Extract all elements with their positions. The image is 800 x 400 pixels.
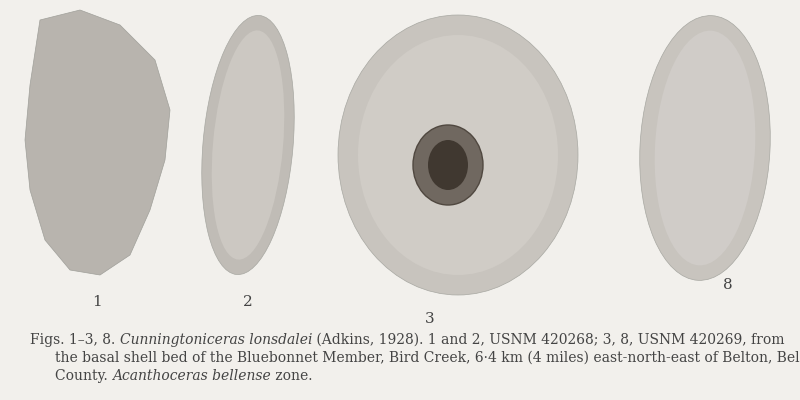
Ellipse shape [338,15,578,295]
Bar [315,5,610,310]
Ellipse shape [202,16,294,274]
Bar [615,5,790,285]
Text: County.: County. [55,369,112,383]
Ellipse shape [640,16,770,280]
Ellipse shape [212,30,284,260]
PathPatch shape [25,10,170,275]
Text: Acanthoceras bellense: Acanthoceras bellense [112,369,271,383]
Text: zone.: zone. [271,369,312,383]
Text: (Adkins, 1928). 1 and 2, USNM 420268; 3, 8, USNM 420269, from: (Adkins, 1928). 1 and 2, USNM 420268; 3,… [312,333,785,347]
Ellipse shape [358,35,558,275]
Ellipse shape [428,140,468,190]
Ellipse shape [654,31,755,265]
Text: 1: 1 [92,295,102,309]
Text: 2: 2 [243,295,253,309]
Ellipse shape [413,125,483,205]
Text: 3: 3 [425,312,435,326]
Text: Cunningtoniceras lonsdalei: Cunningtoniceras lonsdalei [120,333,312,347]
Text: Figs. 1–3, 8.: Figs. 1–3, 8. [30,333,120,347]
Bar [195,5,310,285]
Text: 8: 8 [723,278,733,292]
Text: the basal shell bed of the Bluebonnet Member, Bird Creek, 6·4 km (4 miles) east-: the basal shell bed of the Bluebonnet Me… [55,351,800,365]
Bar [10,5,185,285]
